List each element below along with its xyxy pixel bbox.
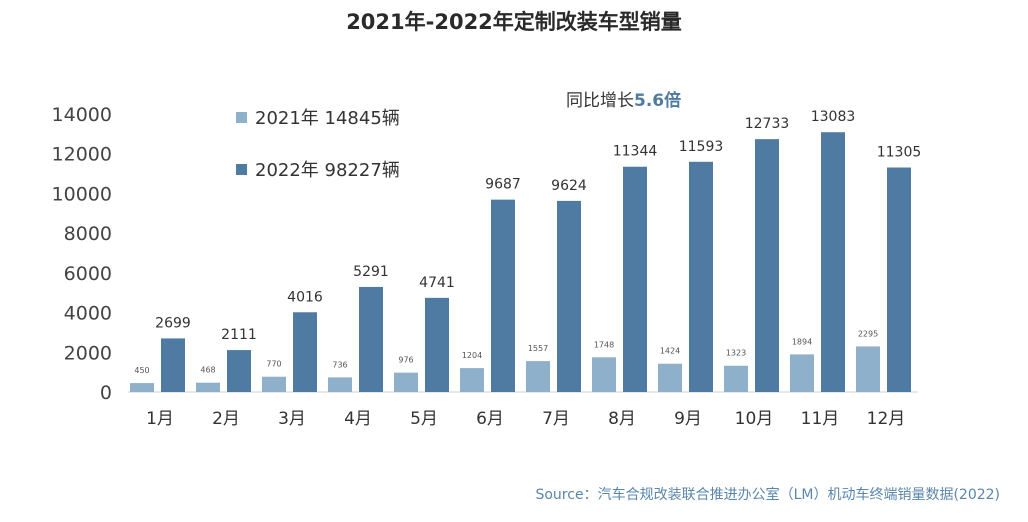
x-tick-label: 2月 xyxy=(212,409,240,429)
growth-annotation: 同比增长5.6倍 xyxy=(566,86,681,111)
data-label-2021: 770 xyxy=(266,360,281,369)
data-label-2022: 12733 xyxy=(745,116,790,132)
bar-2021 xyxy=(130,383,154,392)
data-label-2022: 2699 xyxy=(155,315,191,331)
bar-2021 xyxy=(790,354,814,392)
data-label-2021: 1748 xyxy=(594,340,614,349)
bar-2021 xyxy=(658,363,682,392)
bar-2022 xyxy=(821,132,845,393)
data-label-2022: 9624 xyxy=(551,178,587,194)
growth-annotation-value: 5.6倍 xyxy=(634,91,682,111)
data-label-2021: 1323 xyxy=(726,349,746,358)
bar-2021 xyxy=(592,357,616,392)
x-tick-label: 1月 xyxy=(146,409,174,429)
data-label-2021: 736 xyxy=(332,360,347,369)
x-tick-label: 6月 xyxy=(476,409,504,429)
legend-label-2021: 2021年 14845辆 xyxy=(255,108,400,129)
data-label-2022: 13083 xyxy=(811,109,856,125)
data-label-2021: 976 xyxy=(398,356,413,365)
bar-2022 xyxy=(887,167,911,392)
x-tick-label: 9月 xyxy=(674,409,702,429)
legend-item-2022: 2022年 98227辆 xyxy=(236,156,400,182)
growth-annotation-prefix: 同比增长 xyxy=(566,91,634,111)
data-label-2022: 11593 xyxy=(679,139,724,155)
x-tick-label: 5月 xyxy=(410,409,438,429)
x-tick-label: 12月 xyxy=(867,409,906,429)
legend-swatch-2021 xyxy=(236,111,247,123)
legend-swatch-2022 xyxy=(236,163,247,175)
data-label-2021: 1204 xyxy=(462,351,482,360)
data-label-2021: 1894 xyxy=(792,337,812,346)
x-tick-label: 4月 xyxy=(344,409,372,429)
x-tick-label: 7月 xyxy=(542,409,570,429)
bar-2022 xyxy=(755,139,779,392)
data-label-2022: 2111 xyxy=(221,327,257,343)
data-label-2022: 4016 xyxy=(287,289,323,305)
y-tick-label: 12000 xyxy=(52,144,112,166)
x-tick-label: 8月 xyxy=(608,409,636,429)
bar-2021 xyxy=(394,372,418,392)
bar-2021 xyxy=(724,365,748,392)
data-label-2022: 4741 xyxy=(419,275,455,291)
x-tick-label: 10月 xyxy=(735,409,774,429)
bar-2021 xyxy=(196,382,220,392)
y-tick-label: 2000 xyxy=(64,342,112,364)
y-tick-label: 6000 xyxy=(64,263,112,285)
bar-2022 xyxy=(293,312,317,392)
y-tick-label: 14000 xyxy=(52,104,112,126)
data-label-2022: 9687 xyxy=(485,177,521,193)
bar-2022 xyxy=(161,338,185,392)
bar-2022 xyxy=(689,161,713,392)
data-label-2021: 1557 xyxy=(528,344,548,353)
y-tick-label: 0 xyxy=(100,382,112,404)
bar-2021 xyxy=(328,377,352,392)
x-tick-label: 3月 xyxy=(278,409,306,429)
data-label-2021: 450 xyxy=(134,366,149,375)
legend-item-2021: 2021年 14845辆 xyxy=(236,104,400,130)
bar-2021 xyxy=(460,368,484,392)
bar-2021 xyxy=(262,376,286,392)
y-tick-label: 8000 xyxy=(64,223,112,245)
bar-2022 xyxy=(227,350,251,392)
data-label-2021: 2295 xyxy=(858,329,878,338)
bar-2022 xyxy=(557,200,581,392)
data-label-2022: 11344 xyxy=(613,144,658,160)
y-tick-label: 4000 xyxy=(64,303,112,325)
x-tick-label: 11月 xyxy=(801,409,840,429)
legend-label-2022: 2022年 98227辆 xyxy=(255,160,400,181)
bar-2022 xyxy=(425,297,449,392)
y-tick-label: 10000 xyxy=(52,183,112,205)
bar-2022 xyxy=(623,166,647,392)
bar-2021 xyxy=(526,361,550,392)
data-label-2022: 11305 xyxy=(877,145,922,161)
data-label-2021: 1424 xyxy=(660,347,680,356)
data-label-2022: 5291 xyxy=(353,264,389,280)
chart-title: 2021年-2022年定制改装车型销量 xyxy=(346,10,682,34)
bar-2021 xyxy=(856,346,880,392)
bar-2022 xyxy=(359,286,383,392)
bar-2022 xyxy=(491,199,515,392)
data-label-2021: 468 xyxy=(200,366,215,375)
source-note: Source：汽车合规改装联合推进办公室（LM）机动车终端销量数据(2022) xyxy=(535,487,1000,503)
